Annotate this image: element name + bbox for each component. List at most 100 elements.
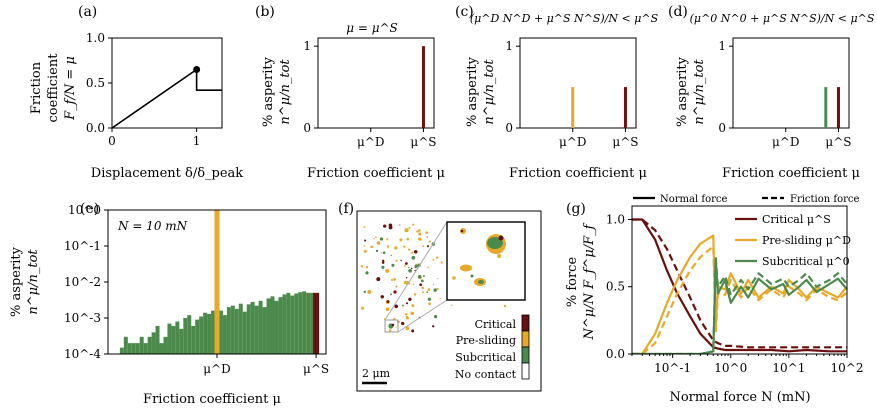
panel-a-ylabel-3: F_f/N = μ xyxy=(63,56,78,121)
scalebar-label: 2 μm xyxy=(362,367,391,380)
panel-e-bar xyxy=(191,325,196,354)
contact-speck xyxy=(414,269,416,272)
contact-speck xyxy=(433,288,437,292)
legend-label-critical: Critical xyxy=(475,318,517,331)
contact-speck xyxy=(414,264,418,268)
contact-speck xyxy=(395,326,397,328)
panel-e-xtick-label: μ^D xyxy=(203,362,230,376)
contact-speck xyxy=(427,297,432,301)
contact-speck xyxy=(410,267,413,270)
contact-speck xyxy=(400,259,402,262)
legend-swatch-presliding xyxy=(521,330,530,348)
panel-e-bar xyxy=(139,336,144,354)
contact-speck xyxy=(380,295,385,299)
panel-e-bar xyxy=(246,304,251,354)
contact-speck xyxy=(383,224,387,228)
panel-e-bar xyxy=(167,323,172,354)
panel-a-xlabel: Displacement δ/δ_peak xyxy=(91,166,244,181)
panel-e-bar xyxy=(278,297,283,354)
contact-speck xyxy=(422,291,424,294)
panel-e-bar xyxy=(203,312,208,354)
panel-e-bar xyxy=(274,300,279,354)
contact-speck xyxy=(390,278,394,282)
panel-e-bar xyxy=(143,343,148,354)
contact-speck xyxy=(407,248,411,251)
panel-e-ylabel-1: % asperity xyxy=(9,246,24,317)
panel-e-bar xyxy=(250,301,255,354)
contact-speck xyxy=(373,237,375,240)
contact-speck xyxy=(386,300,390,304)
contact-speck xyxy=(421,286,424,290)
panel-e-bar xyxy=(183,318,188,354)
contact-speck xyxy=(380,252,382,254)
panel-d-bar-subcritical xyxy=(824,87,828,128)
contact-speck xyxy=(401,321,405,326)
panel-c-ytick-label: 1 xyxy=(505,39,513,53)
panel-e-bar xyxy=(222,315,227,354)
contact-speck xyxy=(405,326,410,331)
contact-speck xyxy=(365,265,369,269)
panel-g-letter: (g) xyxy=(566,201,586,217)
panel-e-bar xyxy=(163,336,168,354)
contact-speck xyxy=(394,246,398,250)
contact-speck xyxy=(385,307,390,312)
panel-e-xlabel: Friction coefficient μ xyxy=(143,392,281,407)
panel-c-xtick-label: μ^S xyxy=(612,135,638,149)
panel-d-frame xyxy=(732,37,850,129)
contact-speck xyxy=(381,261,385,264)
contact-speck xyxy=(427,288,431,291)
panel-a: (a) Friction coefficient F_f/N = μ 0.0 0.… xyxy=(29,4,243,181)
panel-a-ytick-label: 0.5 xyxy=(86,76,105,90)
panel-a-ytick-label: 1.0 xyxy=(86,31,105,45)
zoom-region-marker xyxy=(384,319,399,333)
panel-b-ylabel-2: n^μ/n_tot xyxy=(278,59,293,125)
contact-speck xyxy=(360,265,364,268)
contact-speck xyxy=(440,261,443,264)
contact-speck xyxy=(405,228,409,232)
contact-speck xyxy=(388,223,393,228)
panel-e-ytick-label: 10^-2 xyxy=(64,275,101,289)
panel-e-bar xyxy=(127,343,132,354)
contact-speck xyxy=(390,254,392,257)
panel-d-ytick-label: 1 xyxy=(718,39,726,53)
panel-e-bar xyxy=(131,343,136,354)
panel-b-ytick-label: 1 xyxy=(303,39,311,53)
panel-a-letter: (a) xyxy=(78,4,97,20)
zoom-connector-top xyxy=(384,221,448,321)
panel-e-bar-critical xyxy=(313,292,320,354)
panel-b: (b) μ = μ^S % asperity n^μ/n_tot 0 1 μ^D μ^… xyxy=(255,4,445,181)
contact-speck xyxy=(451,304,453,306)
zoom-connector-bottom xyxy=(397,299,448,333)
zoom-inset-contacts xyxy=(452,228,506,286)
contact-speck xyxy=(395,286,397,288)
panel-f-letter: (f) xyxy=(338,201,354,217)
contact-speck xyxy=(405,312,408,316)
legend-critical: Critical μ^S xyxy=(762,213,831,226)
contact-speck xyxy=(428,302,431,306)
panel-e-bar xyxy=(171,325,176,354)
panel-d-ylabel-2: n^μ/n_tot xyxy=(692,59,707,125)
panel-d-title: (μ^0 N^0 + μ^S N^S)/N < μ^S xyxy=(690,12,875,25)
contact-speck xyxy=(394,304,399,309)
contact-speck xyxy=(425,231,428,235)
contact-speck xyxy=(436,287,439,291)
legend-swatch-critical xyxy=(521,314,530,332)
panel-e-bar xyxy=(207,313,212,354)
panel-a-ylabel-2: coefficient xyxy=(46,53,61,123)
panel-b-frame xyxy=(317,37,435,129)
contact-speck xyxy=(367,289,372,294)
contact-speck xyxy=(408,268,412,273)
legend-subcritical: Subcritical μ^0 xyxy=(762,255,850,268)
contact-speck xyxy=(386,238,389,241)
panel-c-xlabel: Friction coefficient μ xyxy=(509,166,647,181)
contact-speck xyxy=(503,304,507,308)
panel-e-frame xyxy=(107,209,327,355)
panel-e-bar xyxy=(238,303,243,354)
panel-e-ytick-label: 10^0 xyxy=(68,203,101,217)
legend-presliding: Pre-sliding μ^D xyxy=(762,234,851,247)
contact-speck xyxy=(427,266,429,269)
contact-speck xyxy=(417,275,422,279)
contact-speck xyxy=(436,277,439,280)
contact-speck xyxy=(413,249,418,254)
